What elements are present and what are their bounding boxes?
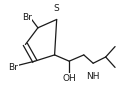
Text: S: S: [54, 4, 60, 13]
Text: OH: OH: [62, 74, 76, 83]
Text: Br: Br: [8, 63, 18, 72]
Text: NH: NH: [86, 72, 100, 81]
Text: Br: Br: [22, 13, 32, 22]
